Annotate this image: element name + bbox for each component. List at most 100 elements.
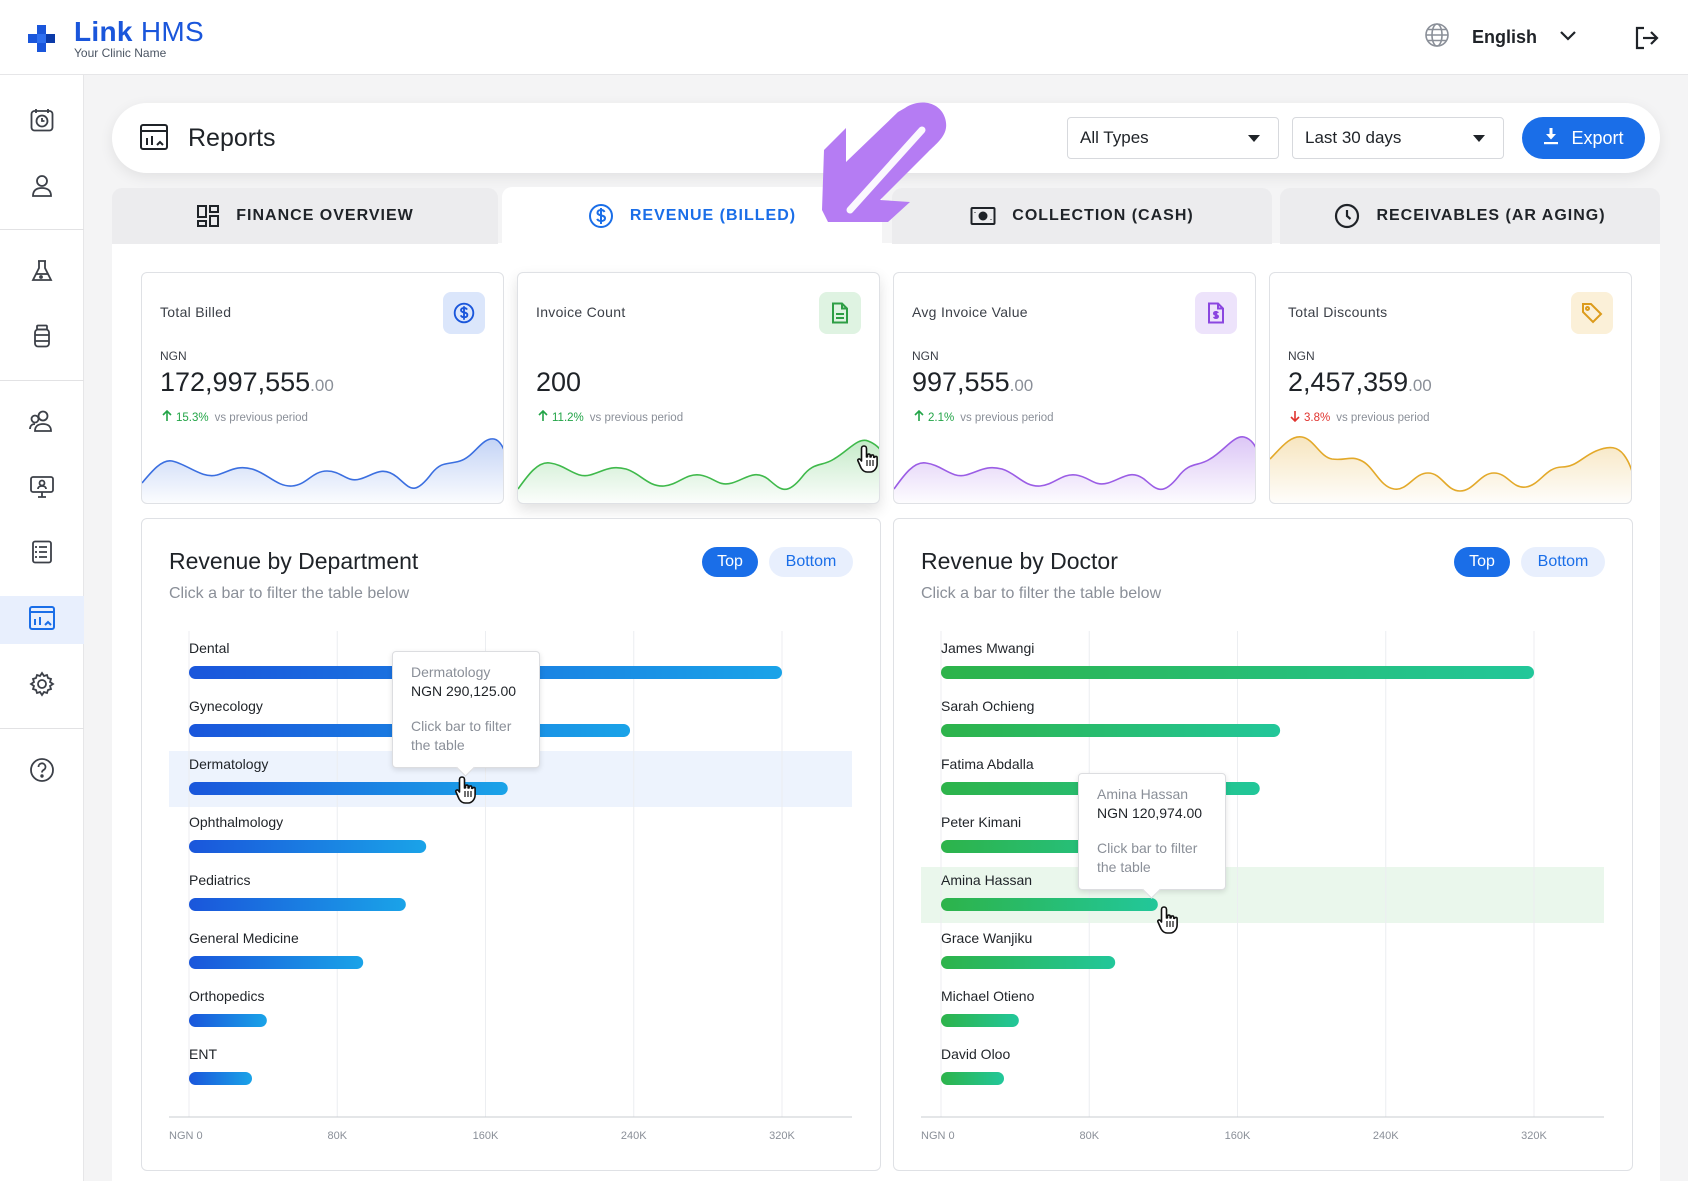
bar[interactable] xyxy=(941,1072,1005,1085)
bar-category-label: Gynecology xyxy=(189,698,263,714)
kpi-card-avg-invoice-value[interactable]: Avg Invoice Value NGN 997,555.00 2.1% vs … xyxy=(893,272,1256,504)
top-bar: Link HMS Your Clinic Name English xyxy=(0,0,1688,75)
sidebar xyxy=(0,75,84,1181)
bar-category-label: General Medicine xyxy=(189,930,299,946)
kpi-card-total-billed[interactable]: Total Billed NGN 172,997,555.00 15.3% vs … xyxy=(141,272,504,504)
bar[interactable] xyxy=(189,840,427,853)
dollar-circle-icon xyxy=(588,203,614,229)
report-chart-icon xyxy=(139,123,169,156)
date-range-select[interactable]: Last 30 days xyxy=(1292,117,1504,159)
bar-category-label: ENT xyxy=(189,1046,217,1062)
invoice-dollar-icon xyxy=(1195,292,1237,334)
app-name: Link HMS xyxy=(74,16,204,47)
sidebar-item-billing[interactable] xyxy=(0,530,84,578)
bar-category-label: Dermatology xyxy=(189,756,268,772)
bar-category-label: Ophthalmology xyxy=(189,814,283,830)
tab-receivables-ar-aging[interactable]: RECEIVABLES (AR AGING) xyxy=(1280,188,1660,244)
department-bar-chart: NGN 0 80K 160K 240K 320K Dental Gynecology Derm… xyxy=(169,631,852,1142)
bar-category-label: Peter Kimani xyxy=(941,814,1021,830)
dollar-circle-icon xyxy=(443,292,485,334)
bar[interactable] xyxy=(941,1014,1019,1027)
sparkline xyxy=(142,438,503,503)
sparkline xyxy=(1270,436,1631,503)
export-button[interactable]: Export xyxy=(1522,117,1645,159)
bar[interactable] xyxy=(189,1014,267,1027)
kpi-value: 172,997,555.00 xyxy=(160,367,334,397)
toggle-bottom-button[interactable]: Bottom xyxy=(769,547,853,577)
toggle-bottom-button[interactable]: Bottom xyxy=(1521,547,1605,577)
tooltip-name: Dermatology xyxy=(411,664,491,680)
toggle-top-button[interactable]: Top xyxy=(702,547,758,577)
report-tabs: FINANCE OVERVIEW REVENUE (BILLED) COLLEC… xyxy=(112,187,1660,244)
panel-title: Revenue by Department xyxy=(169,548,419,574)
app-logo[interactable]: Link HMS Your Clinic Name xyxy=(26,18,204,60)
sidebar-item-staff[interactable] xyxy=(0,399,84,447)
document-icon xyxy=(819,292,861,334)
export-label: Export xyxy=(1571,127,1624,148)
x-tick-label: 160K xyxy=(1225,1130,1251,1142)
kpi-label: Invoice Count xyxy=(536,304,626,320)
sidebar-item-appointments[interactable] xyxy=(0,98,84,146)
sidebar-item-pharmacy[interactable] xyxy=(0,314,84,362)
sidebar-divider xyxy=(0,728,84,729)
tab-finance-overview[interactable]: FINANCE OVERVIEW xyxy=(112,188,498,244)
bar[interactable] xyxy=(189,956,364,969)
pill-bottle-icon xyxy=(29,323,55,354)
language-selector[interactable]: English xyxy=(1424,22,1577,53)
tooltip-hint: Click bar to filter the table xyxy=(1097,840,1198,875)
kpi-card-total-discounts[interactable]: Total Discounts NGN 2,457,359.00 3.8% vs … xyxy=(1269,272,1632,504)
tab-collection-cash[interactable]: COLLECTION (CASH) xyxy=(892,188,1272,244)
x-tick-label: NGN 0 xyxy=(921,1130,955,1142)
bar[interactable] xyxy=(941,956,1116,969)
x-tick-label: NGN 0 xyxy=(169,1130,203,1142)
chart-tooltip: Dermatology NGN 290,125.00 Click bar to … xyxy=(392,651,540,768)
kpi-trend: 3.8% vs previous period xyxy=(1290,410,1430,425)
sidebar-item-telemedicine[interactable] xyxy=(0,465,84,513)
bar[interactable] xyxy=(941,666,1534,679)
kpi-currency: NGN xyxy=(1288,349,1315,363)
bar[interactable] xyxy=(189,1072,253,1085)
panel-subtitle: Click a bar to filter the table below xyxy=(921,585,1162,602)
sidebar-item-settings[interactable] xyxy=(0,662,84,710)
user-icon xyxy=(29,173,55,204)
toggle-top-button[interactable]: Top xyxy=(1454,547,1510,577)
bar[interactable] xyxy=(189,898,406,911)
type-filter-select[interactable]: All Types xyxy=(1067,117,1279,159)
logout-icon[interactable] xyxy=(1632,24,1660,57)
date-range-value: Last 30 days xyxy=(1305,128,1402,147)
bar[interactable] xyxy=(941,898,1158,911)
bar-category-label: Michael Otieno xyxy=(941,988,1035,1004)
tab-label: RECEIVABLES (AR AGING) xyxy=(1376,207,1606,224)
tooltip-name: Amina Hassan xyxy=(1097,786,1189,802)
arrow-up-icon xyxy=(914,409,924,425)
clock-icon xyxy=(1334,203,1360,229)
bar-category-label: Orthopedics xyxy=(189,988,264,1004)
bar[interactable] xyxy=(941,724,1281,737)
bar[interactable] xyxy=(189,782,508,795)
hand-cursor-icon xyxy=(856,444,882,479)
kpi-trend: 15.3% vs previous period xyxy=(162,409,308,425)
tab-label: FINANCE OVERVIEW xyxy=(236,207,414,224)
chart-tooltip: Amina Hassan NGN 120,974.00 Click bar to… xyxy=(1078,773,1226,890)
bar-category-label: David Oloo xyxy=(941,1046,1010,1062)
type-filter-value: All Types xyxy=(1080,128,1149,147)
sidebar-item-laboratory[interactable] xyxy=(0,249,84,297)
tag-icon xyxy=(1571,292,1613,334)
arrow-up-icon xyxy=(538,409,548,425)
cash-icon xyxy=(970,206,996,226)
tab-revenue-billed[interactable]: REVENUE (BILLED) xyxy=(502,187,882,244)
sidebar-item-patients[interactable] xyxy=(0,164,84,212)
x-tick-label: 240K xyxy=(1373,1130,1399,1142)
x-tick-label: 320K xyxy=(769,1130,795,1142)
bar-category-label: Sarah Ochieng xyxy=(941,698,1034,714)
kpi-label: Avg Invoice Value xyxy=(912,304,1028,320)
x-tick-label: 80K xyxy=(327,1130,347,1142)
clinic-name: Your Clinic Name xyxy=(74,46,167,60)
kpi-card-invoice-count[interactable]: Invoice Count 200 11.2% vs previous perio… xyxy=(517,272,880,504)
panel-subtitle: Click a bar to filter the table below xyxy=(169,585,410,602)
calendar-clock-icon xyxy=(29,107,55,138)
kpi-value: 200 xyxy=(536,367,582,397)
sidebar-item-help[interactable] xyxy=(0,748,84,796)
caret-down-icon xyxy=(1248,135,1260,142)
sidebar-item-reports[interactable] xyxy=(0,596,84,644)
